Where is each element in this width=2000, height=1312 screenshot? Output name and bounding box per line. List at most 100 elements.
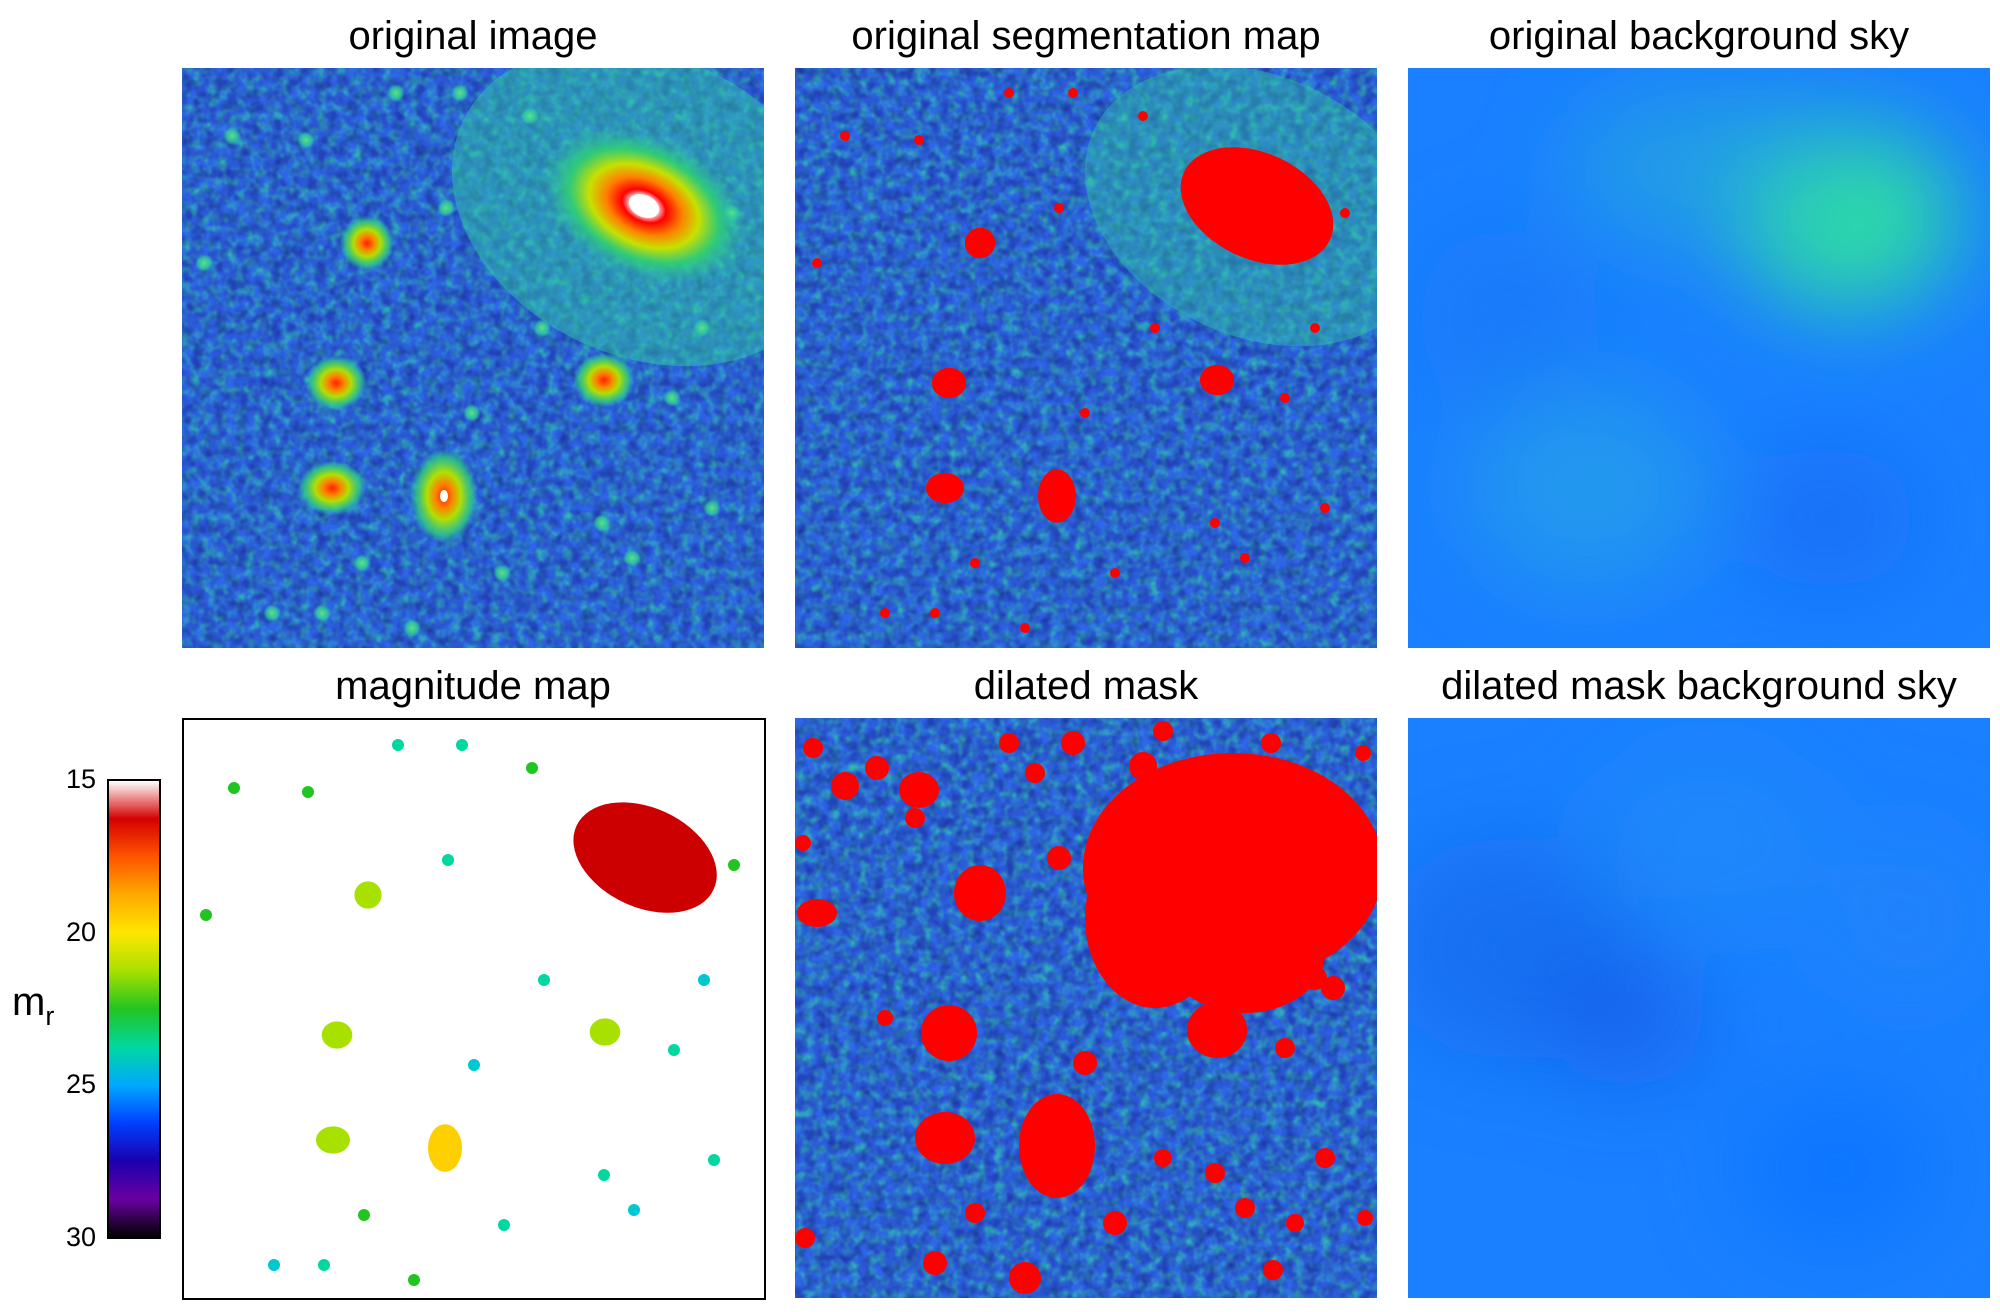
segment-1 [964, 227, 996, 259]
dilated-mask-region-18 [1275, 1038, 1295, 1058]
magnitude-faint-8 [538, 974, 550, 986]
faint-source-17 [313, 604, 331, 622]
panel-magnitude-map [182, 718, 766, 1300]
magnitude-faint-11 [468, 1059, 480, 1071]
magnitude-faint-18 [268, 1259, 280, 1271]
panel-segmentation-map [795, 68, 1377, 648]
segment-faint-4 [1054, 203, 1064, 213]
dilated-mask-region-25 [923, 1251, 947, 1275]
dilated-mask-region-42 [1357, 1210, 1373, 1226]
segment-faint-2 [1138, 111, 1148, 121]
faint-source-14 [593, 514, 611, 532]
dilated-mask-region-10 [1129, 752, 1157, 780]
dilated-mask-region-35 [1261, 733, 1281, 753]
dilated-mask-region-44 [1117, 865, 1133, 881]
colorbar-tick-25: 25 [65, 1069, 96, 1099]
sky-variation-1 [1568, 88, 1848, 248]
source-1 [339, 215, 395, 271]
dilated-mask-region-43 [1225, 940, 1245, 960]
magnitude-faint-0 [302, 786, 314, 798]
faint-source-18 [263, 604, 281, 622]
dilated-mask-region-21 [965, 1203, 985, 1223]
sky-variation-2 [1468, 388, 1708, 588]
colorbar [107, 779, 161, 1239]
segment-faint-16 [1020, 623, 1030, 633]
magnitude-source-3 [589, 1018, 621, 1046]
dilated-mask-region-15 [797, 899, 837, 927]
segment-2 [931, 367, 967, 399]
sky-variation-3 [1588, 748, 1828, 928]
magnitude-faint-5 [392, 739, 404, 751]
panel-background-sky [1408, 68, 1990, 648]
segment-faint-6 [1340, 208, 1350, 218]
segment-faint-15 [1320, 503, 1330, 513]
magnitude-faint-16 [408, 1274, 420, 1286]
dilated-mask-region-17 [1303, 966, 1327, 990]
segment-faint-3 [1068, 88, 1078, 98]
magnitude-faint-17 [318, 1259, 330, 1271]
magnitude-source-2 [321, 1021, 353, 1049]
magnitude-faint-10 [668, 1044, 680, 1056]
segment-faint-20 [1240, 553, 1250, 563]
dilated-mask-region-19 [1073, 1051, 1097, 1075]
title-magnitude-map: magnitude map [335, 664, 611, 708]
magnitude-source-0 [573, 802, 717, 913]
magnitude-faint-9 [698, 974, 710, 986]
faint-source-8 [533, 319, 551, 337]
panel-original-image [182, 68, 764, 648]
panel-dilated-mask [795, 718, 1377, 1298]
source-3 [573, 352, 635, 408]
segment-faint-5 [1004, 88, 1014, 98]
galaxy-core [628, 193, 660, 219]
colorbar-tick-20: 20 [65, 917, 96, 947]
dilated-mask-region-4 [921, 1005, 977, 1061]
dilated-mask-region-34 [1153, 721, 1173, 741]
colorbar-tick-30: 30 [65, 1222, 96, 1252]
faint-source-13 [493, 564, 511, 582]
magnitude-source-1 [354, 881, 382, 909]
dilated-mask-region-37 [1321, 976, 1345, 1000]
faint-source-1 [223, 127, 241, 145]
segment-faint-12 [970, 558, 980, 568]
panel-dilated-sky [1408, 718, 1990, 1298]
title-background-sky: original background sky [1488, 14, 1910, 58]
dilated-mask-region-8 [899, 772, 939, 808]
segment-faint-11 [1080, 408, 1090, 418]
dilated-mask-region-29 [795, 835, 811, 851]
faint-source-6 [723, 204, 741, 222]
title-segmentation-map: original segmentation map [851, 14, 1321, 58]
segment-faint-17 [930, 608, 940, 618]
segment-faint-10 [1280, 393, 1290, 403]
segment-faint-13 [1110, 568, 1120, 578]
dilated-mask-region-24 [1009, 1262, 1041, 1294]
faint-source-3 [451, 84, 469, 102]
sky-variation-4 [1818, 828, 1990, 1008]
faint-source-0 [297, 131, 315, 149]
dilated-mask-region-39 [1154, 1149, 1172, 1167]
faint-source-10 [663, 389, 681, 407]
dilated-mask-region-2 [1165, 893, 1325, 1013]
magnitude-faint-12 [358, 1209, 370, 1221]
dilated-mask-region-28 [795, 1228, 815, 1248]
magnitude-source-4 [316, 1126, 350, 1154]
title-original-image: original image [348, 14, 598, 58]
segment-faint-18 [880, 608, 890, 618]
dilated-mask-region-5 [1187, 1002, 1247, 1058]
title-dilated-mask: dilated mask [973, 664, 1199, 708]
dilated-mask-region-16 [1144, 967, 1166, 989]
dilated-mask-region-23 [1315, 1148, 1335, 1168]
segment-3 [1199, 364, 1235, 396]
magnitude-faint-13 [498, 1219, 510, 1231]
title-dilated-sky: dilated mask background sky [1441, 664, 1957, 708]
faint-source-16 [403, 619, 421, 637]
sky-variation-4 [1418, 228, 1598, 408]
source-2 [305, 355, 367, 411]
magnitude-faint-3 [456, 739, 468, 751]
colorbar-tick-15: 15 [65, 764, 96, 794]
segment-faint-9 [1310, 323, 1320, 333]
dilated-mask-region-41 [1286, 1214, 1304, 1232]
magnitude-source-5 [428, 1124, 462, 1172]
star-core [440, 490, 448, 502]
dilated-mask-region-3 [954, 865, 1006, 921]
sky-variation-2 [1738, 1088, 1938, 1248]
